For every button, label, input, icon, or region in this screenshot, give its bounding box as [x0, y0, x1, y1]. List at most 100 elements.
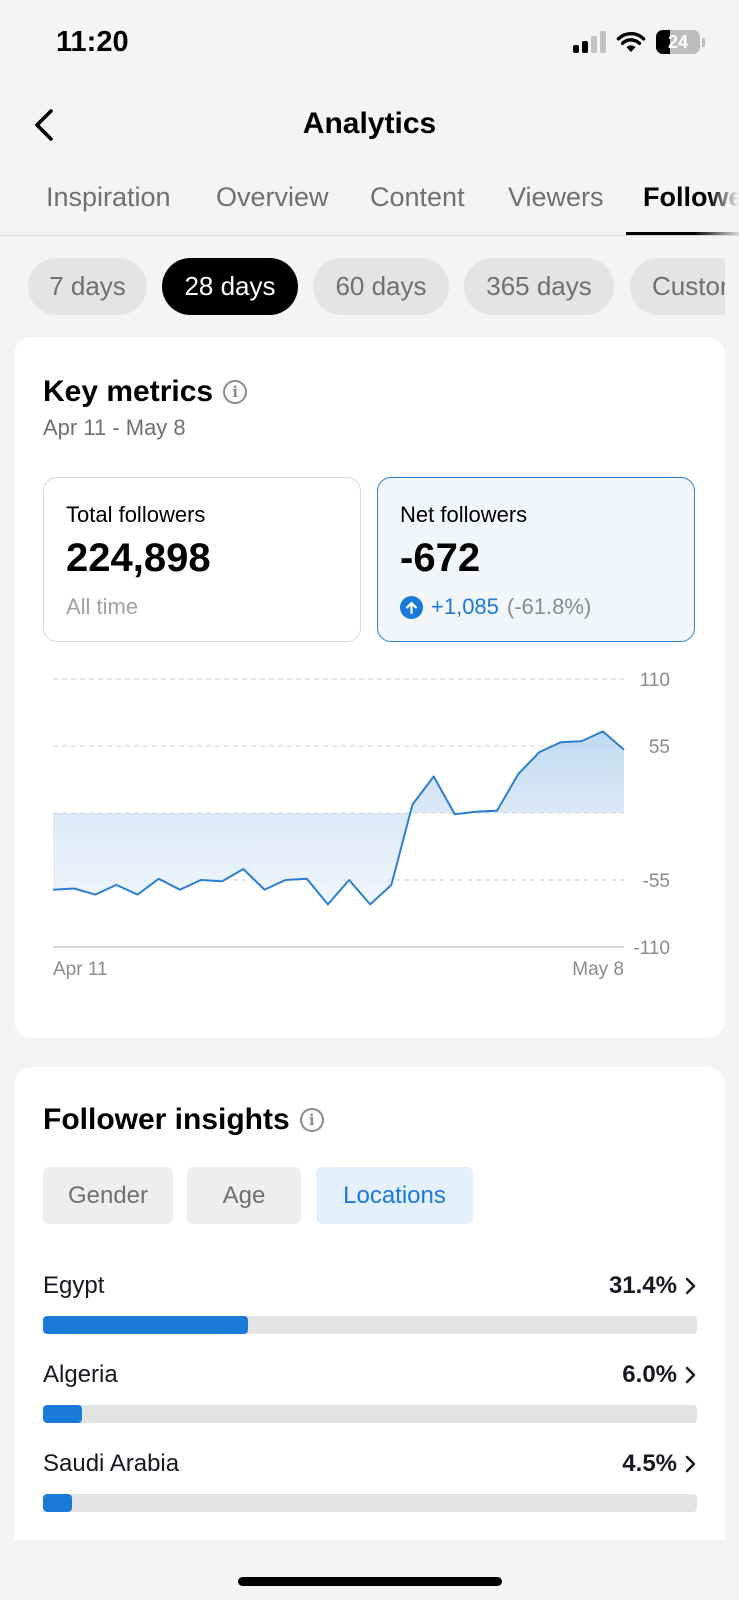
chart-point — [454, 813, 456, 815]
chevron-right-icon — [685, 1277, 696, 1295]
location-percent-value: 4.5% — [622, 1450, 677, 1477]
chart-point — [242, 868, 244, 870]
chart-point — [52, 889, 54, 891]
chip-60-days[interactable]: 60 days — [313, 258, 449, 315]
location-bar-track — [43, 1405, 697, 1423]
net-followers-label: Net followers — [400, 502, 528, 527]
chart-point — [221, 880, 223, 882]
chart-series-line — [52, 730, 625, 906]
date-range-chips: 7 days 28 days 60 days 365 days Custor — [0, 258, 725, 316]
chart-area-fill — [53, 731, 624, 905]
status-bar: 11:20 24 — [0, 0, 739, 90]
chart-point — [306, 878, 308, 880]
location-percent-value: 6.0% — [622, 1361, 677, 1388]
battery-level: 24 — [667, 31, 689, 52]
chevron-right-icon — [685, 1455, 696, 1473]
top-tabs: Inspiration Overview Content Viewers Fol… — [0, 170, 739, 236]
info-icon[interactable]: i — [299, 1108, 324, 1132]
net-followers-change: +1,085 (-61.8%) — [400, 594, 591, 620]
chart-point — [73, 888, 75, 890]
location-bar-fill — [43, 1494, 73, 1512]
key-metrics-card: Key metrics i Apr 11 - May 8 Total follo… — [14, 337, 725, 1038]
location-percent: 4.5% — [622, 1450, 697, 1478]
active-tab-underline — [626, 232, 739, 235]
app-header: Analytics — [0, 95, 739, 155]
chart-point — [623, 749, 625, 751]
tab-overview[interactable]: Overview — [216, 182, 329, 212]
follower-insights-title-row: Follower insights i — [43, 1103, 324, 1137]
x-tick-label: Apr 11 — [53, 959, 108, 980]
chart-point — [560, 741, 562, 743]
net-followers-chart: 110 55 -55 -110 Apr 11 May 8 — [52, 670, 670, 980]
tab-inspiration[interactable]: Inspiration — [46, 182, 171, 212]
location-bar-fill — [43, 1316, 249, 1334]
key-metrics-title-row: Key metrics i — [43, 375, 248, 409]
chart-point — [200, 879, 202, 881]
tab-content[interactable]: Content — [370, 182, 465, 212]
home-indicator — [238, 1577, 502, 1586]
chart-point — [158, 878, 160, 880]
chevron-left-icon — [35, 109, 53, 141]
info-icon[interactable]: i — [223, 380, 248, 404]
location-name: Egypt — [43, 1272, 105, 1299]
chevron-right-icon — [685, 1366, 696, 1384]
location-percent: 31.4% — [609, 1272, 697, 1300]
location-bar-track — [43, 1316, 697, 1334]
follower-insights-title: Follower insights — [43, 1103, 290, 1136]
chart-point — [94, 894, 96, 896]
location-row[interactable]: Saudi Arabia 4.5% — [43, 1450, 697, 1520]
chart-point — [475, 811, 477, 813]
follower-insights-card: Follower insights i Gender Age Locations… — [14, 1067, 725, 1540]
tab-age[interactable]: Age — [187, 1167, 301, 1224]
cellular-signal-icon — [573, 31, 606, 53]
net-change-percent: (-61.8%) — [506, 594, 592, 619]
location-name: Saudi Arabia — [43, 1450, 180, 1477]
tab-viewers[interactable]: Viewers — [508, 182, 604, 212]
chart-point — [390, 884, 392, 886]
location-percent: 6.0% — [622, 1361, 697, 1389]
total-followers-label: Total followers — [66, 502, 206, 527]
location-row[interactable]: Algeria 6.0% — [43, 1361, 697, 1431]
chip-7-days[interactable]: 7 days — [28, 258, 147, 315]
chart-point — [581, 740, 583, 742]
chart-point — [369, 903, 371, 905]
y-tick-label: -55 — [643, 871, 670, 892]
chart-point — [433, 776, 435, 778]
chip-28-days[interactable]: 28 days — [162, 258, 298, 315]
arrow-up-icon — [400, 595, 423, 619]
y-tick-label: -110 — [633, 938, 670, 959]
location-bar-fill — [43, 1405, 83, 1423]
chart-point — [517, 773, 519, 775]
location-percent-value: 31.4% — [608, 1272, 677, 1299]
chart-point — [348, 879, 350, 881]
chart-point — [538, 751, 540, 753]
battery-icon: 24 — [656, 30, 700, 54]
date-range-label: Apr 11 - May 8 — [43, 415, 186, 440]
tab-locations[interactable]: Locations — [316, 1167, 473, 1224]
y-tick-label: 55 — [649, 737, 670, 758]
net-followers-card[interactable]: Net followers -672 +1,085 (-61.8%) — [377, 477, 695, 642]
net-followers-value: -672 — [400, 536, 481, 580]
tab-gender[interactable]: Gender — [43, 1167, 173, 1224]
chart-point — [602, 730, 604, 732]
location-bar-track — [43, 1494, 697, 1512]
total-followers-card[interactable]: Total followers 224,898 All time — [43, 477, 361, 642]
chart-point — [327, 903, 329, 905]
status-time: 11:20 — [56, 26, 129, 58]
page-title: Analytics — [302, 107, 437, 140]
chart-point — [412, 804, 414, 806]
chart-point — [264, 889, 266, 891]
chart-point — [496, 810, 498, 812]
chip-365-days[interactable]: 365 days — [464, 258, 614, 315]
x-tick-label: May 8 — [572, 959, 624, 980]
net-change-value: +1,085 — [431, 594, 499, 619]
chip-custom[interactable]: Custor — [630, 258, 725, 315]
wifi-icon — [616, 31, 646, 52]
chart-point — [115, 884, 117, 886]
total-followers-value: 224,898 — [66, 536, 211, 580]
location-row[interactable]: Egypt 31.4% — [43, 1272, 697, 1342]
total-followers-sub: All time — [66, 594, 139, 619]
y-tick-label: 110 — [640, 670, 670, 691]
chart-point — [179, 889, 181, 891]
back-button[interactable] — [24, 105, 64, 145]
